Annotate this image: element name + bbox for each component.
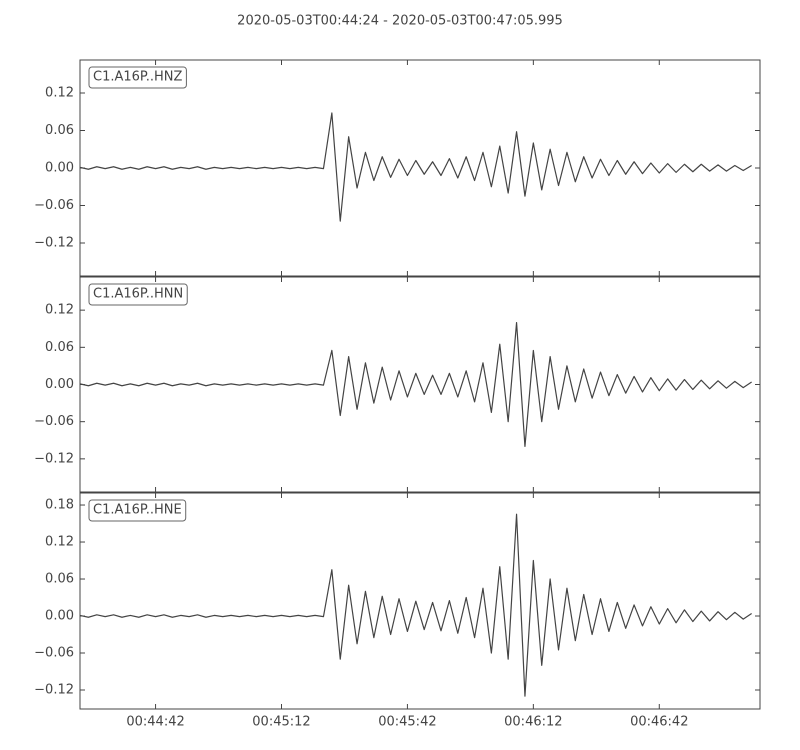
trace-label-box <box>88 499 187 522</box>
y-tick-label: 0.06 <box>45 123 74 138</box>
y-tick-label: 0.18 <box>45 498 74 513</box>
trace-label-box <box>88 66 187 89</box>
y-tick-label: −0.12 <box>34 451 74 466</box>
y-tick-label: 0.12 <box>45 303 74 318</box>
y-tick-label: 0.00 <box>45 377 74 392</box>
y-tick-label: −0.06 <box>34 646 74 661</box>
trace-label: C1.A16P..HNN <box>93 287 183 302</box>
y-tick-label: −0.06 <box>34 414 74 429</box>
x-tick-label: 00:46:42 <box>630 715 688 730</box>
waveform <box>79 112 752 222</box>
y-tick-label: 0.00 <box>45 161 74 176</box>
trace-label-box <box>88 283 188 306</box>
axes-frame <box>79 492 761 710</box>
x-tick-label: 00:46:12 <box>504 715 562 730</box>
y-tick-label: −0.12 <box>34 683 74 698</box>
y-tick-label: 0.06 <box>45 340 74 355</box>
y-tick-label: 0.12 <box>45 86 74 101</box>
y-tick-label: 0.12 <box>45 535 74 550</box>
x-tick-label: 00:45:12 <box>252 715 310 730</box>
y-tick-label: −0.06 <box>34 198 74 213</box>
trace-label: C1.A16P..HNE <box>93 503 182 518</box>
y-tick-label: −0.12 <box>34 236 74 251</box>
x-tick-label: 00:44:42 <box>126 715 184 730</box>
figure-title: 2020-05-03T00:44:24 - 2020-05-03T00:47:0… <box>237 14 563 29</box>
y-tick-label: 0.00 <box>45 609 74 624</box>
waveform <box>79 321 752 448</box>
trace-label: C1.A16P..HNZ <box>93 70 182 85</box>
waveform <box>79 513 752 697</box>
x-tick-label: 00:45:42 <box>378 715 436 730</box>
y-tick-label: 0.06 <box>45 572 74 587</box>
